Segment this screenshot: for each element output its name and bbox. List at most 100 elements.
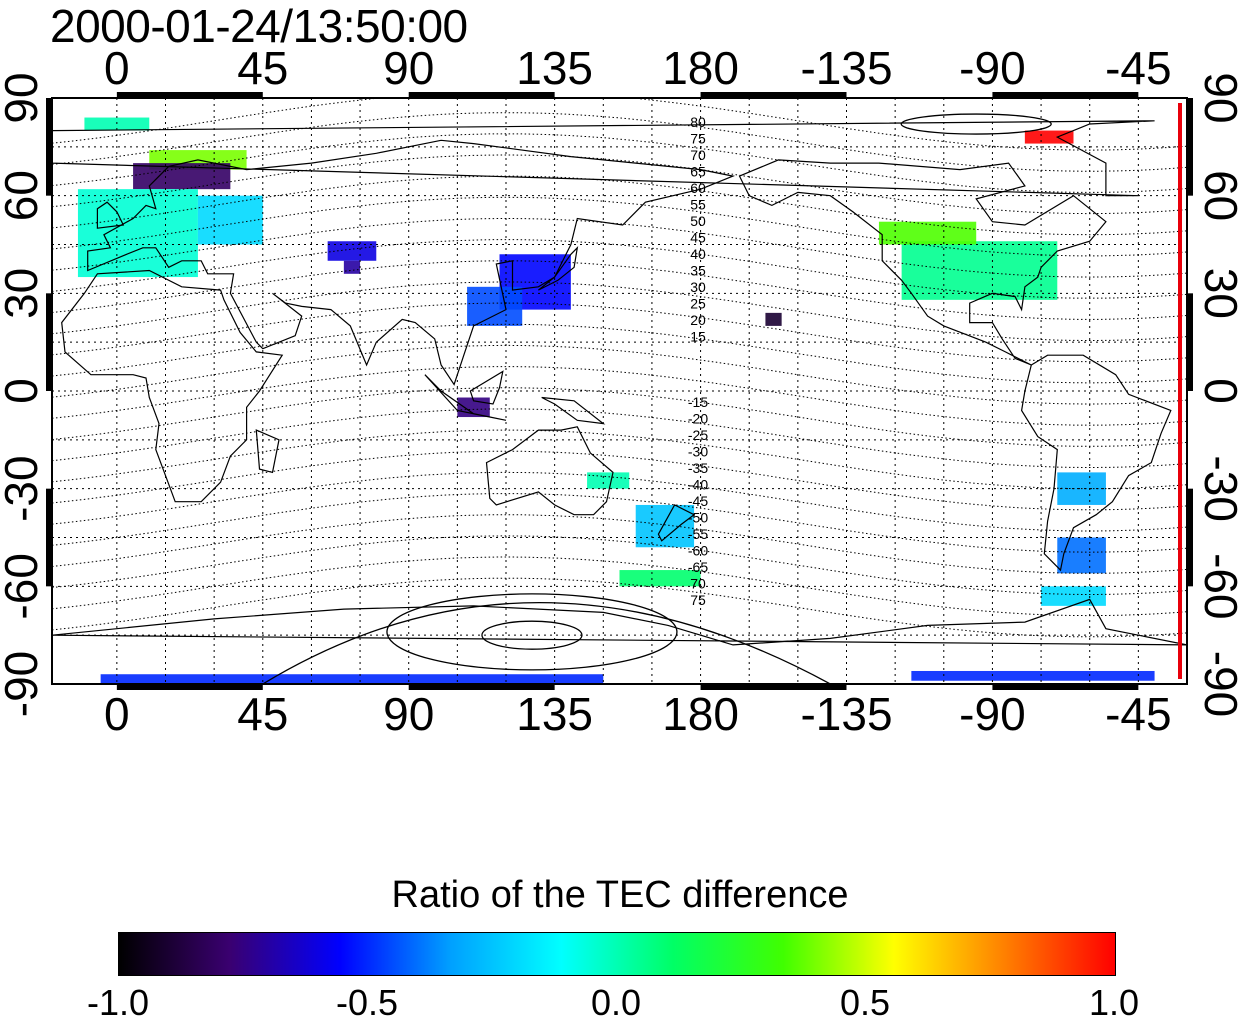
magnetic-contour — [52, 323, 1187, 384]
magnetic-contour — [52, 366, 1187, 426]
magnetic-contour — [52, 514, 1187, 574]
magnetic-contour — [52, 471, 1187, 532]
tec-cell — [197, 195, 263, 245]
south-pole-loop-inner — [481, 620, 583, 650]
magnetic-contour — [52, 112, 1187, 172]
x-tick-top: 45 — [237, 42, 288, 94]
tec-cell — [587, 472, 630, 489]
coastline-africa — [61, 269, 284, 503]
magnetic-contour — [52, 260, 1187, 320]
y-tick-right: -90 — [1195, 651, 1240, 717]
contour-label-south: 70 — [690, 576, 706, 592]
magnetic-contour — [52, 154, 1187, 215]
coastline-indonesia — [424, 374, 507, 421]
south-pole-loop-outer — [262, 601, 831, 684]
magnetic-contour — [52, 133, 1187, 193]
colorbar-tick-label: -1.0 — [86, 982, 150, 1023]
tec-cell — [343, 260, 361, 274]
tec-cell — [878, 221, 977, 245]
contour-label-south: 75 — [690, 592, 706, 608]
x-tick-top: 180 — [662, 42, 739, 94]
tec-cell — [635, 504, 695, 548]
frame-bar-lon — [700, 684, 847, 690]
y-tick-right: 30 — [1195, 268, 1240, 319]
magnetic-contour — [52, 98, 1187, 151]
magnetic-contour — [52, 493, 1187, 553]
contour-label-north: 75 — [690, 131, 706, 147]
coastline-eurasia — [87, 139, 736, 386]
coastline-greenland — [52, 120, 1155, 197]
y-tick-left: 60 — [0, 170, 47, 221]
magnetic-contour — [52, 535, 1187, 596]
coastline-madagascar — [255, 429, 280, 474]
coastline-south-america — [1020, 354, 1172, 572]
colorbar-tick-label: 0.5 — [839, 982, 891, 1023]
colorbar-tick-label: 1.0 — [1088, 982, 1140, 1023]
contour-label-north: 45 — [690, 230, 706, 246]
colorbar-tick-label: 0.0 — [590, 982, 642, 1023]
coastline-new-zealand — [657, 504, 696, 542]
frame-bar-lat — [46, 293, 52, 391]
frame-bar-lon — [116, 92, 263, 98]
y-tick-left: -30 — [0, 455, 47, 521]
magnetic-contour — [52, 175, 1187, 236]
y-tick-left: 0 — [0, 378, 47, 404]
colorbar-title: Ratio of the TEC difference — [391, 874, 849, 916]
x-tick-top: 0 — [104, 42, 130, 94]
tec-cell — [901, 241, 1058, 300]
contour-label-south: -55 — [688, 526, 708, 542]
tec-cell — [1024, 130, 1074, 144]
x-tick-top: 135 — [516, 42, 593, 94]
magnetic-contour — [52, 429, 1187, 490]
x-tick-bottom: 0 — [104, 688, 130, 740]
tec-cell — [765, 312, 782, 326]
x-tick-bottom: -90 — [959, 688, 1025, 740]
frame-bar-lon — [408, 684, 555, 690]
y-tick-left: 30 — [0, 268, 47, 319]
x-tick-top: -90 — [959, 42, 1025, 94]
tec-cell — [77, 189, 198, 278]
tec-cell — [327, 241, 377, 261]
contour-label-north: 80 — [690, 114, 706, 130]
contour-label-north: 65 — [690, 164, 706, 180]
frame-bar-lon — [700, 92, 847, 98]
tec-cell — [84, 117, 150, 131]
coastline-borneo — [469, 370, 504, 405]
x-tick-bottom: -135 — [800, 688, 892, 740]
y-tick-right: 0 — [1195, 378, 1240, 404]
contour-label-south: -15 — [688, 394, 708, 410]
contour-label-north: 40 — [690, 246, 706, 262]
contour-label-north: 60 — [690, 180, 706, 196]
magnetic-contour — [52, 556, 1187, 617]
contour-label-south: -60 — [688, 543, 708, 559]
frame-bar-lon — [992, 92, 1139, 98]
contour-label-north: 15 — [690, 329, 706, 345]
x-tick-bottom: -45 — [1105, 688, 1171, 740]
magnetic-contour — [52, 196, 1187, 257]
contour-label-south: -20 — [688, 411, 708, 427]
magnetic-contour — [52, 387, 1187, 447]
contour-label-north: 70 — [690, 147, 706, 163]
x-tick-bottom: 180 — [662, 688, 739, 740]
contour-label-south: -40 — [688, 477, 708, 493]
timestamp-title: 2000-01-24/13:50:00 — [50, 0, 468, 52]
y-tick-left: -90 — [0, 651, 47, 717]
frame-bar-lon — [992, 684, 1139, 690]
contour-label-north: 55 — [690, 197, 706, 213]
tec-cell — [1057, 537, 1106, 574]
colorbar — [118, 932, 1116, 976]
contour-label-north: 20 — [690, 312, 706, 328]
coastline-britain — [96, 201, 125, 229]
contour-label-south: -50 — [688, 510, 708, 526]
coastline-antarctica — [52, 598, 1187, 646]
x-tick-bottom: 90 — [383, 688, 434, 740]
magnetic-contour — [52, 217, 1187, 278]
colorbar-tick-label: -0.5 — [335, 982, 399, 1023]
contour-label-south: -45 — [688, 493, 708, 509]
south-pole-loop-mid — [386, 593, 678, 671]
contour-label-north: 35 — [690, 263, 706, 279]
contour-label-south: -25 — [688, 427, 708, 443]
contour-label-south: -65 — [688, 559, 708, 575]
tec-cell — [911, 670, 1155, 681]
